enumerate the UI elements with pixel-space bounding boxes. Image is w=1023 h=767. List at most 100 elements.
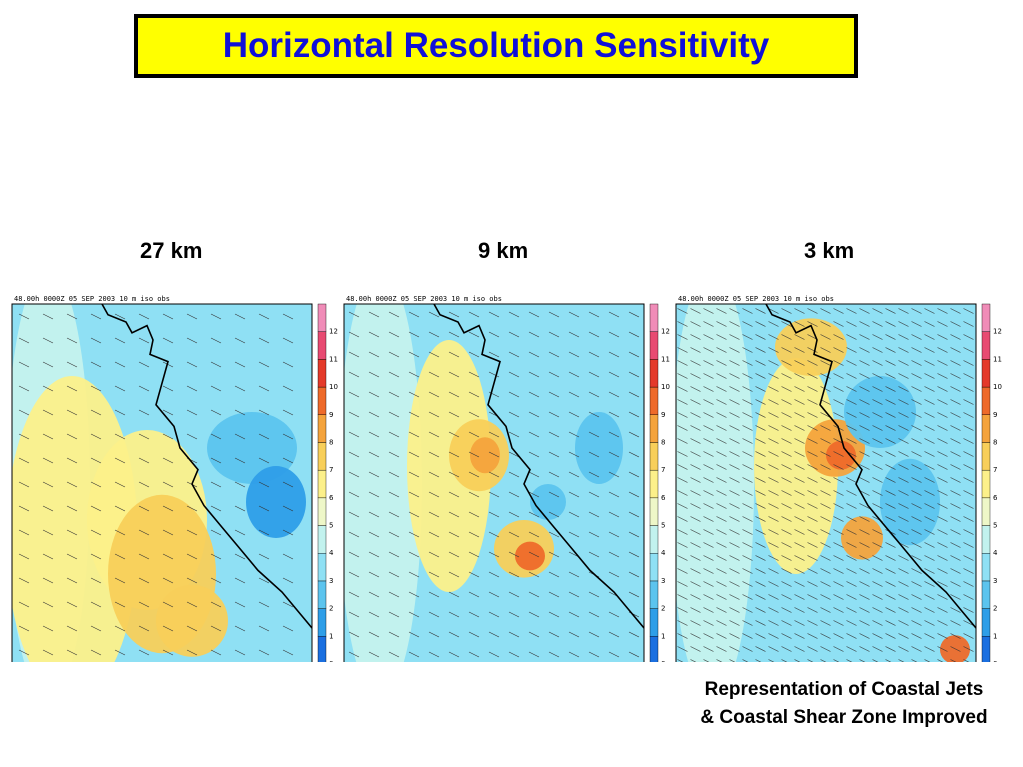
wind-arrow [859,412,870,418]
wind-arrow [924,516,935,522]
wind-arrow [348,411,360,418]
wind-arrow [428,611,440,618]
map-field [676,304,976,662]
wind-arrow [794,633,805,639]
wind-arrow [90,481,102,488]
wind-arrow [963,373,974,379]
wind-arrow [408,531,420,538]
wind-arrow [138,481,150,488]
wind-arrow [924,490,935,496]
wind-arrow [742,633,753,639]
wind-arrow [258,553,270,560]
wind-arrow [677,607,688,613]
map-field [12,304,312,662]
colorbar-tick-3: 3 [661,577,665,585]
wind-arrow [768,490,779,496]
colorbar-segment-3 [317,553,327,582]
label-27km: 27 km [140,238,203,263]
wind-arrow [872,334,883,340]
wind-arrow [859,477,870,483]
wind-arrow [729,412,740,418]
colorbar-segment-1 [981,608,991,637]
wind-arrow [898,386,909,392]
wind-arrow [833,607,844,613]
wind-arrow [794,503,805,509]
wind-arrow [833,620,844,626]
wind-arrow [690,373,701,379]
wind-arrow [768,581,779,587]
wind-arrow [846,438,857,444]
wind-arrow [924,542,935,548]
wind-arrow [859,529,870,535]
wind-arrow [90,529,102,536]
wind-arrow [690,529,701,535]
wind-arrow [448,331,460,338]
wind-arrow [508,331,520,338]
wind-arrow [448,511,460,518]
wind-arrow [162,529,174,536]
wind-arrow [924,399,935,405]
colorbar-tick-8: 8 [993,438,997,446]
wind-arrow [950,581,961,587]
wind-arrow [716,451,727,457]
wind-arrow [885,334,896,340]
wind-arrow [911,620,922,626]
wind-arrow [872,451,883,457]
wind-arrow [90,361,102,368]
wind-arrow [528,591,540,598]
wind-arrow [794,594,805,600]
wind-arrow [872,581,883,587]
wind-arrow [807,490,818,496]
wind-arrow [488,591,500,598]
wind-arrow [937,659,944,662]
wind-arrow [807,321,818,327]
wind-arrow [820,568,831,574]
wind-arrow [950,542,961,548]
wind-arrow [859,347,870,353]
wind-arrow [859,503,870,509]
wind-arrow [368,371,380,378]
wind-arrow [872,399,883,405]
map-svg: 48.00h 0000Z 05 SEP 2003 10 m iso obs012… [675,295,1002,662]
colorbar-tick-10: 10 [993,383,1002,391]
wind-arrow [468,451,480,458]
wind-arrow [846,399,857,405]
wind-arrow [42,601,54,608]
wind-arrow [898,633,909,639]
wind-arrow [950,529,961,535]
wind-arrow [528,411,540,418]
wind-arrow [588,591,600,598]
wind-arrow [568,311,580,318]
wind-arrow [488,471,500,478]
wind-arrow [18,529,30,536]
wind-arrow [548,411,560,418]
wind-arrow [258,385,270,392]
wind-arrow [820,399,831,405]
wind-arrow [963,646,974,652]
wind-arrow [937,451,948,457]
wind-arrow [937,646,948,652]
wind-arrow [729,360,740,366]
wind-arrow [368,591,380,598]
wind-arrow [846,490,857,496]
wind-arrow [508,491,520,498]
wind-arrow [628,591,640,598]
colorbar-segment-8 [981,414,991,443]
wind-arrow [729,386,740,392]
wind-arrow [488,511,500,518]
wind-arrow [716,425,727,431]
colorbar-segment-6 [649,469,659,499]
wind-arrow [677,594,688,600]
wind-arrow [833,490,844,496]
wind-arrow [448,371,460,378]
wind-arrow [114,361,126,368]
wind-arrow [703,555,714,561]
wind-arrow [448,591,460,598]
wind-arrow [872,594,883,600]
wind-arrow [794,347,805,353]
wind-arrow [833,503,844,509]
wind-arrow [234,625,246,632]
wind-arrow [138,385,150,392]
wind-arrow [950,516,961,522]
wind-arrow [872,373,883,379]
